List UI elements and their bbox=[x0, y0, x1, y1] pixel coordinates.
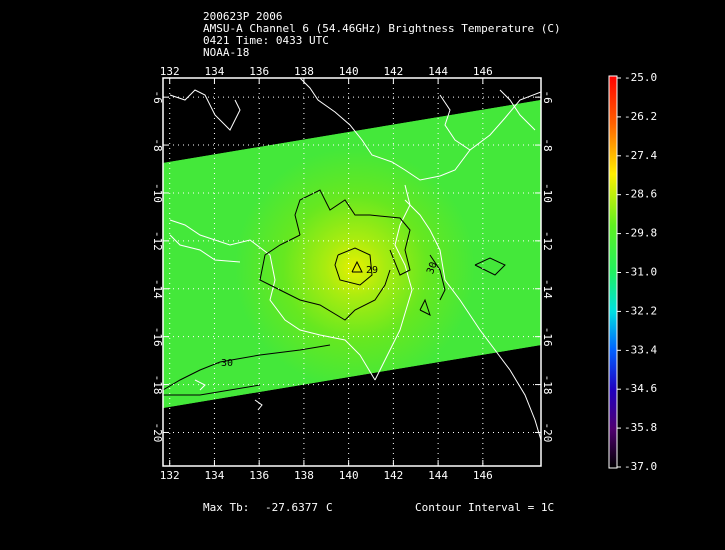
lon-label-top: 136 bbox=[249, 65, 269, 78]
colorbar-label: -27.4 bbox=[624, 149, 657, 162]
colorbar-label: -26.2 bbox=[624, 110, 657, 123]
colorbar-label: -37.0 bbox=[624, 460, 657, 473]
lon-label-bottom: 146 bbox=[473, 469, 493, 482]
colorbar-label: -32.2 bbox=[624, 304, 657, 317]
colorbar-label: -28.6 bbox=[624, 188, 657, 201]
colorbar-label: -31.0 bbox=[624, 266, 657, 279]
footer: Max Tb: -27.6377 C Contour Interval = 1C bbox=[203, 501, 554, 514]
contours bbox=[163, 189, 506, 396]
lon-label-bottom: 138 bbox=[294, 469, 314, 482]
lon-label-top: 144 bbox=[428, 65, 448, 78]
lat-label-left: -8 bbox=[151, 138, 164, 151]
coastlines bbox=[169, 78, 541, 441]
lat-label-right: -14 bbox=[541, 279, 554, 299]
lon-label-top: 132 bbox=[160, 65, 180, 78]
lat-label-left: -20 bbox=[151, 423, 164, 443]
max-unit: C bbox=[326, 501, 333, 514]
lat-label-right: -16 bbox=[541, 327, 554, 347]
lat-label-right: -18 bbox=[541, 375, 554, 395]
lat-label-left: -10 bbox=[151, 183, 164, 203]
contour-interval: Contour Interval = 1C bbox=[415, 501, 554, 514]
header-line: 200623P 2006 bbox=[203, 10, 282, 23]
colorbar-label: -25.0 bbox=[624, 71, 657, 84]
lon-label-top: 146 bbox=[473, 65, 493, 78]
lon-label-bottom: 140 bbox=[339, 469, 359, 482]
header-line: 0421 Time: 0433 UTC bbox=[203, 34, 329, 47]
lon-label-bottom: 144 bbox=[428, 469, 448, 482]
colorbar-label: -35.8 bbox=[624, 421, 657, 434]
colorbar-label: -33.4 bbox=[624, 343, 657, 356]
map-area bbox=[163, 78, 541, 441]
lat-label-right: -10 bbox=[541, 183, 554, 203]
lon-label-top: 138 bbox=[294, 65, 314, 78]
colorbar-label: -34.6 bbox=[624, 382, 657, 395]
contour-label: 29 bbox=[366, 265, 378, 276]
max-label: Max Tb: bbox=[203, 501, 249, 514]
lat-label-left: -16 bbox=[151, 327, 164, 347]
lat-label-right: -8 bbox=[541, 138, 554, 151]
lat-label-left: -12 bbox=[151, 231, 164, 251]
header-line: NOAA-18 bbox=[203, 46, 249, 59]
lon-label-top: 142 bbox=[383, 65, 403, 78]
lat-label-right: -12 bbox=[541, 231, 554, 251]
map-frame bbox=[162, 77, 542, 467]
lat-label-left: -6 bbox=[151, 91, 164, 104]
lat-label-right: -20 bbox=[541, 423, 554, 443]
lon-label-bottom: 136 bbox=[249, 469, 269, 482]
max-value: -27.6377 bbox=[265, 501, 318, 514]
lon-label-bottom: 134 bbox=[205, 469, 225, 482]
contour-label: 30 bbox=[425, 261, 439, 276]
colorbar-label: -29.8 bbox=[624, 227, 657, 240]
lat-label-left: -14 bbox=[151, 279, 164, 299]
lon-label-bottom: 142 bbox=[383, 469, 403, 482]
lon-label-bottom: 132 bbox=[160, 469, 180, 482]
lat-label-right: -6 bbox=[541, 91, 554, 104]
lon-label-top: 134 bbox=[205, 65, 225, 78]
colorbar bbox=[608, 75, 618, 469]
swath-warm-core bbox=[163, 100, 541, 408]
lon-label-top: 140 bbox=[339, 65, 359, 78]
contour-label: -30 bbox=[215, 358, 233, 369]
lat-label-left: -18 bbox=[151, 375, 164, 395]
header-line: AMSU-A Channel 6 (54.46GHz) Brightness T… bbox=[203, 22, 561, 35]
